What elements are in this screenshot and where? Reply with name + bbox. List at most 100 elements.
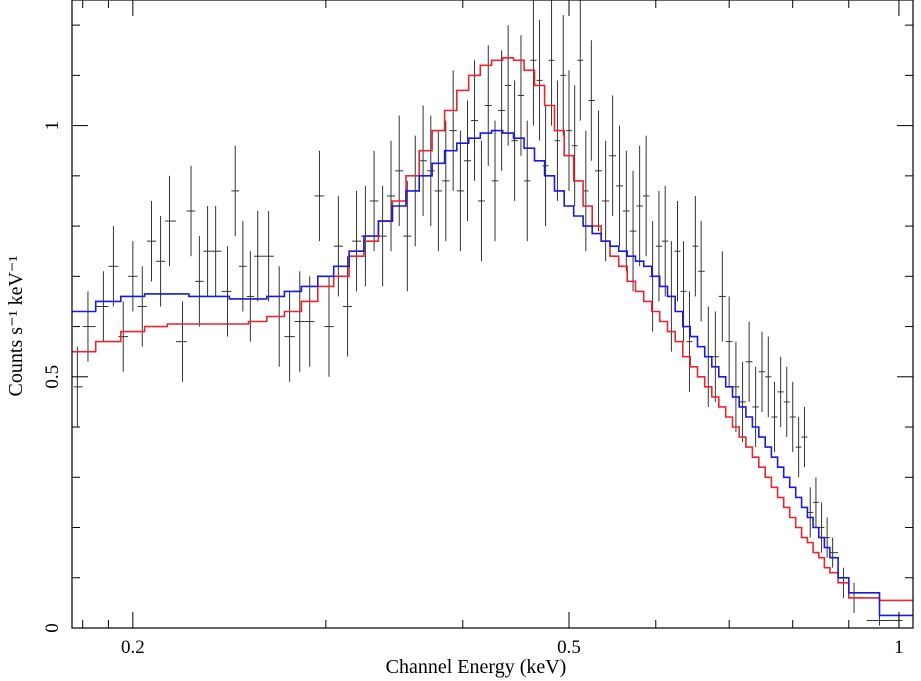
data-point [674,200,681,302]
data-point [711,311,719,402]
data-point [783,366,790,438]
x-tick-label: 1 [894,637,904,658]
data-point [622,150,630,272]
data-point [594,110,603,232]
data-point [801,406,808,468]
data-point [829,537,839,568]
model-curve-blue [72,129,913,617]
data-point [609,95,617,217]
data-point [203,205,212,297]
data-point [211,205,222,297]
data-point [221,246,232,337]
data-point [698,221,705,322]
data-point [471,60,478,181]
data-point [789,381,796,453]
x-axis-label: Channel Energy (keV) [386,656,567,678]
data-point [156,216,166,307]
data-point [395,115,404,227]
data-point [498,50,505,171]
data-point [477,140,485,262]
data-point [554,80,561,201]
data-point [324,276,334,377]
data-point [583,130,589,252]
data-point [725,296,733,387]
data-point [758,331,766,412]
data-point [889,615,903,626]
data-point [686,291,693,392]
data-point [588,40,595,161]
data-point [254,211,264,302]
x-tick-label: 0.5 [557,637,581,658]
data-point [442,120,450,242]
data-point [82,291,96,362]
data-point [284,291,295,382]
data-point [456,130,464,252]
data-point [342,256,353,357]
data-point [378,185,387,287]
data-point [73,346,83,428]
data-point [718,251,726,342]
data-point [636,145,643,267]
data-point [629,170,637,292]
data-point [294,271,305,372]
data-point [807,487,814,538]
data-point [517,35,525,156]
data-point [524,120,531,242]
data-point [231,145,240,237]
data-point [511,80,518,201]
data-point [542,105,549,227]
data-point [642,135,650,257]
data-point [745,321,753,402]
data-point [795,416,802,478]
data-point [732,341,740,433]
data-point [662,185,669,297]
data-point [765,336,772,417]
data-point [739,361,746,443]
data-point [536,20,543,141]
data-point [369,150,379,252]
data-point [530,0,537,126]
data-point [813,477,819,528]
data-point [263,211,274,302]
data-point [771,381,778,453]
data-point [449,70,457,191]
y-tick-label: 0 [42,623,63,633]
model-curve-red [72,57,913,602]
data-point [128,241,138,312]
data-point [176,301,187,382]
data-point [602,140,610,262]
data-point [577,0,584,121]
data-point [566,70,572,191]
data-point [419,105,427,217]
data-point [463,100,472,222]
data-point [548,0,555,126]
data-point [484,45,492,166]
data-point [434,130,443,252]
data-point [692,195,699,297]
data-point [818,502,825,553]
data-point [165,175,177,267]
data-point [186,165,196,257]
data-point [752,366,759,448]
data-point [352,190,361,292]
data-point [108,226,119,307]
data-point [866,615,890,626]
data-point [491,120,499,242]
y-axis-label: Counts s⁻¹ keV⁻¹ [5,256,27,397]
data-point [195,236,204,327]
data-point [95,271,109,342]
data-point [616,125,623,247]
data-point [333,195,343,297]
data-point [137,266,147,347]
data-point [239,221,247,312]
data-point [777,356,784,428]
data-point [246,251,255,342]
data-point [403,180,412,292]
data-point [304,276,315,367]
data-point [560,15,567,136]
data-point [571,85,578,206]
data-point [504,25,512,146]
data-point [146,200,157,282]
data-point [118,301,129,372]
y-tick-label: 1 [42,121,63,131]
